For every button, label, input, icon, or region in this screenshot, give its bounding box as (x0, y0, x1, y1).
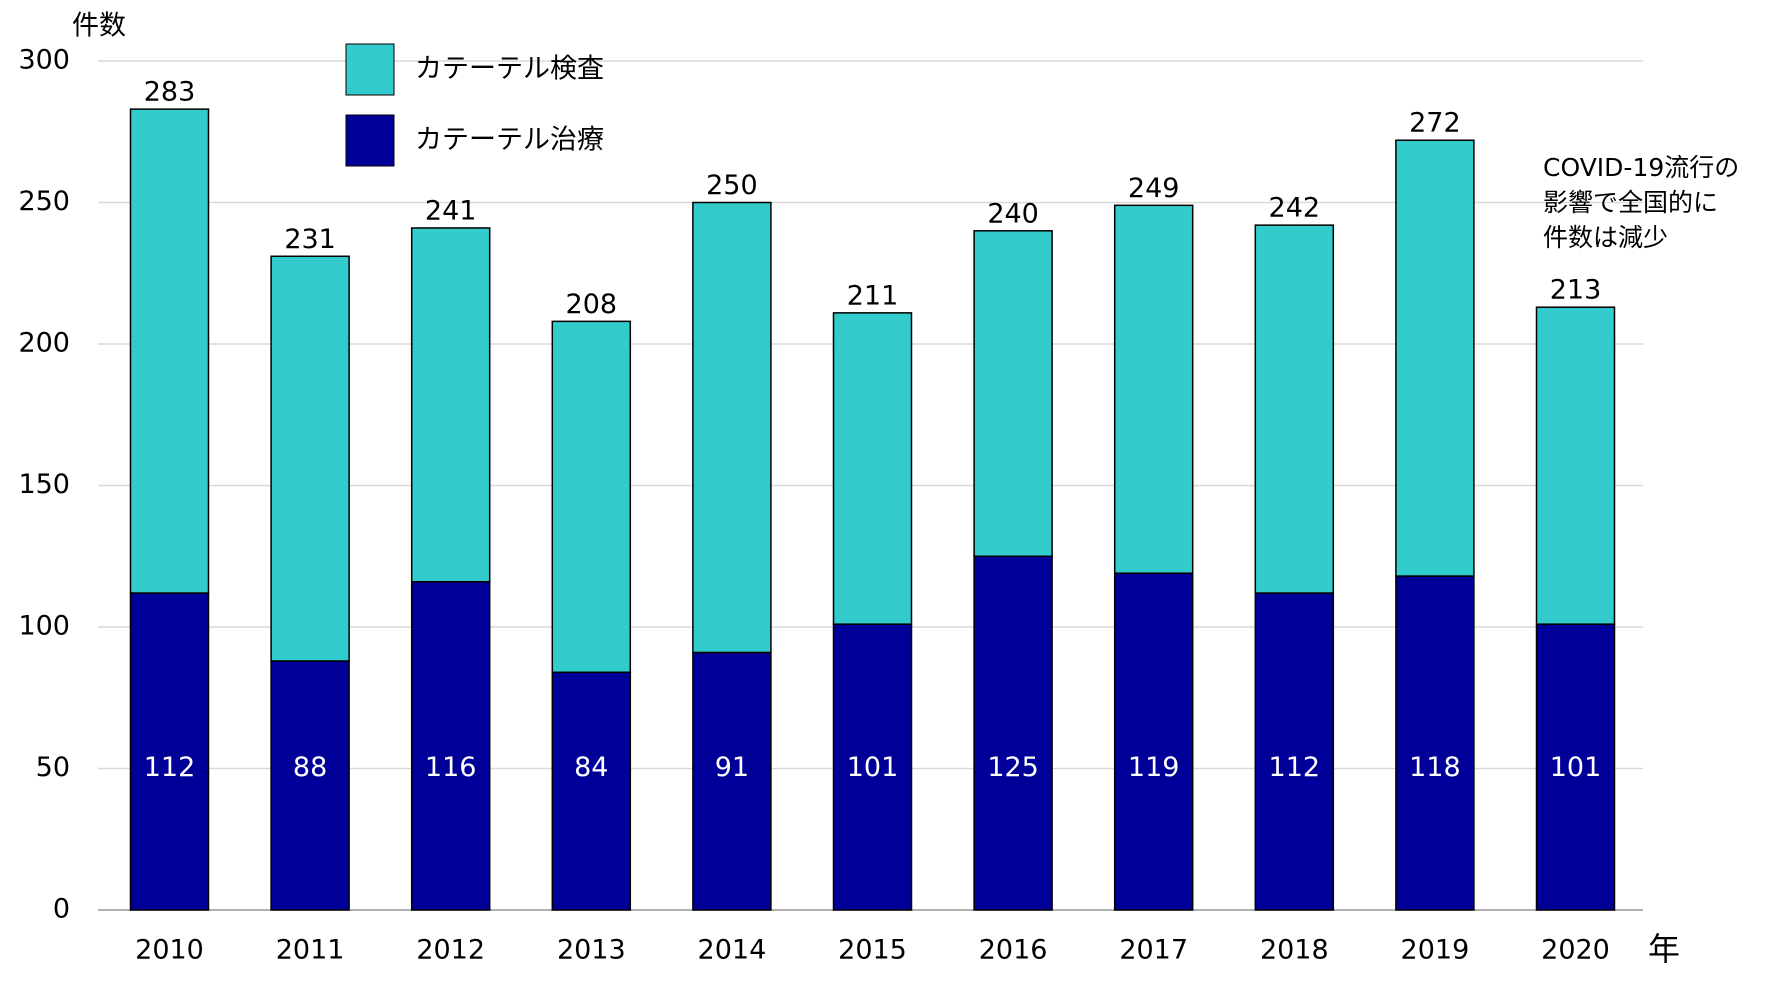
x-axis-label: 年 (1648, 930, 1680, 968)
bar-value-label: 118 (1409, 752, 1461, 783)
bar-segment (270, 255, 350, 662)
bar-value-label: 125 (987, 752, 1039, 783)
bar-segment (1254, 224, 1335, 594)
x-tick-label: 2010 (135, 935, 204, 966)
bar-segment (1113, 572, 1194, 911)
x-tick-label: 2019 (1401, 935, 1470, 966)
bar-segment (1395, 575, 1475, 911)
total-label: 208 (566, 289, 618, 320)
y-tick-label: 250 (18, 186, 70, 217)
legend-swatch (345, 43, 395, 96)
bar-segment (1254, 592, 1335, 911)
bar-value-label: 101 (847, 752, 899, 783)
x-tick-label: 2011 (276, 935, 345, 966)
bar-value-label: 112 (1269, 752, 1321, 783)
bar-segment (832, 623, 913, 911)
bar-segment (1113, 204, 1194, 574)
total-label: 272 (1409, 108, 1461, 139)
total-label: 242 (1269, 193, 1321, 224)
bar-segment (410, 227, 491, 583)
legend-swatch (345, 114, 395, 167)
total-label: 283 (144, 77, 196, 108)
bar-segment (692, 651, 772, 911)
bar-segment (270, 660, 350, 911)
bar-segment (1535, 306, 1616, 625)
bar-value-label: 116 (425, 752, 477, 783)
x-tick-label: 2015 (838, 935, 907, 966)
bar-value-label: 101 (1550, 752, 1602, 783)
legend-label: カテーテル検査 (415, 54, 604, 85)
bar-value-label: 84 (574, 752, 608, 783)
x-tick-label: 2020 (1541, 935, 1610, 966)
x-tick-label: 2012 (416, 935, 485, 966)
total-label: 213 (1550, 275, 1602, 306)
bar-value-label: 91 (715, 752, 749, 783)
x-tick-label: 2014 (698, 935, 767, 966)
bar-segment (410, 580, 491, 911)
total-label: 240 (987, 198, 1039, 229)
annotation: COVID-19流行の (1543, 153, 1739, 182)
bar-segment (1395, 139, 1475, 577)
x-tick-label: 2016 (979, 935, 1048, 966)
bar-value-label: 88 (293, 752, 327, 783)
bar-segment (129, 592, 210, 911)
bar-segment (551, 671, 632, 911)
y-tick-label: 200 (18, 328, 70, 359)
bar-segment (692, 201, 772, 654)
y-tick-label: 100 (18, 611, 70, 642)
bar-segment (129, 108, 210, 594)
bar-segment (1535, 623, 1616, 911)
total-label: 249 (1128, 173, 1180, 204)
total-label: 231 (284, 224, 336, 255)
legend-label: カテーテル治療 (415, 125, 604, 156)
x-tick-label: 2017 (1119, 935, 1188, 966)
total-label: 211 (847, 280, 899, 311)
y-tick-label: 300 (18, 45, 70, 76)
bar-segment (973, 230, 1053, 558)
annotation: 件数は減少 (1543, 223, 1668, 252)
x-tick-label: 2018 (1260, 935, 1329, 966)
bar-value-label: 119 (1128, 752, 1180, 783)
bar-segment (973, 555, 1053, 911)
annotation: 影響で全国的に (1543, 188, 1718, 217)
total-label: 241 (425, 195, 477, 226)
total-label: 250 (706, 170, 758, 201)
bar-segment (832, 312, 913, 625)
y-tick-label: 150 (18, 469, 70, 500)
y-tick-label: 0 (53, 894, 70, 925)
y-tick-label: 50 (36, 752, 70, 783)
y-axis-label: 件数 (72, 11, 126, 42)
bar-value-label: 112 (144, 752, 196, 783)
bar-segment (551, 320, 632, 674)
x-tick-label: 2013 (557, 935, 626, 966)
